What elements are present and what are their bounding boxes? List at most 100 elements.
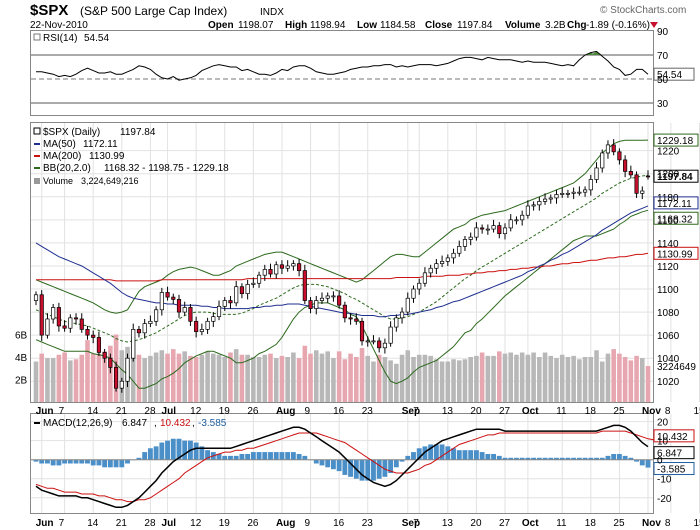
macd-legend-sep-1: ,	[154, 418, 157, 429]
macd-histogram-bar	[273, 452, 279, 460]
volume-bar	[331, 358, 336, 402]
axes: Jun Jun 7 7 14 14 21 21 28 28 Jul Jul 12 12 19 19 26 26 Au…	[15, 27, 700, 529]
macd-histogram-bar	[359, 459, 365, 481]
candle-body	[131, 329, 136, 359]
candle-body	[102, 352, 107, 359]
candle-body	[319, 297, 325, 301]
macd-histogram-bar	[382, 459, 388, 477]
open-label: Open	[208, 20, 234, 31]
rsi-panel	[30, 30, 654, 116]
volume-y-tick: 4B	[15, 353, 28, 364]
x-tick-label-top: 21	[116, 406, 128, 417]
macd-histogram-bar	[39, 459, 45, 464]
legend-swatch-rsi	[33, 33, 41, 41]
x-tick-label-bottom: 7	[413, 518, 419, 529]
bb-upper-label-box	[653, 133, 699, 147]
macd-histogram-bar	[67, 459, 73, 464]
volume-bar	[188, 355, 193, 402]
volume-bar	[296, 358, 302, 402]
macd-histogram-bar	[325, 459, 331, 468]
volume-bar	[308, 353, 313, 402]
macd-histogram-bar	[136, 457, 142, 460]
volume-bar	[439, 361, 445, 402]
candle-body	[548, 197, 553, 200]
candle-body	[577, 191, 582, 194]
macd-histogram-bar	[107, 459, 113, 468]
macd-histogram-bar	[582, 457, 588, 460]
volume-bar	[216, 354, 222, 402]
rsi-y-tick: 90	[657, 27, 669, 38]
macd-histogram-bar	[153, 446, 159, 460]
macd-histogram-bar	[645, 459, 651, 468]
candle-body	[159, 292, 164, 311]
x-tick-label-top: 23	[362, 406, 374, 417]
volume-bar	[497, 351, 502, 402]
volume-y-tick: 2B	[15, 376, 28, 387]
macd-histogram-bar	[125, 459, 130, 464]
price-y-tick: 1120	[657, 262, 679, 273]
candle-body	[359, 320, 365, 342]
x-tick-label-bottom: Nov	[642, 518, 661, 529]
volume-bar	[302, 345, 308, 402]
candle-body	[297, 263, 302, 271]
x-tick-label-bottom: 25	[613, 518, 625, 529]
volume-bar	[45, 358, 50, 402]
macd-histogram-bar	[348, 459, 354, 477]
candle-body	[365, 340, 370, 343]
macd-line	[35, 424, 649, 509]
x-tick-label-bottom: 9	[305, 518, 311, 529]
down-arrow-icon	[650, 22, 658, 28]
candle-body	[382, 342, 387, 349]
macd-histogram-bar	[628, 457, 634, 460]
macd-histogram-bar	[376, 459, 382, 479]
macd-histogram-bar	[256, 452, 262, 460]
chg-value: -1.89 (-0.16%)	[586, 20, 650, 31]
candle-body	[119, 380, 124, 389]
macd-histogram-bar	[170, 438, 176, 460]
macd-histogram-bar	[313, 459, 319, 464]
legend-swatch-volume	[34, 178, 40, 184]
candle-body	[554, 194, 559, 199]
volume-label: Volume	[505, 20, 541, 31]
macd-histogram-bar	[250, 452, 256, 460]
x-tick-label-bottom: 15	[693, 518, 700, 529]
candle-body	[491, 225, 496, 230]
candle-body	[108, 357, 113, 368]
candle-body	[394, 317, 399, 328]
macd-histogram-bar	[205, 450, 211, 460]
candle-body	[348, 317, 353, 320]
macd-histogram-bar	[279, 452, 285, 460]
volume-bar	[371, 361, 376, 402]
macd-histogram-bar	[165, 440, 170, 460]
macd-histogram-bar	[496, 455, 502, 460]
candle-body	[640, 190, 645, 194]
volume-bar	[291, 352, 296, 402]
candle-body	[645, 175, 651, 178]
legend-swatch-price	[33, 127, 41, 135]
candle-body	[68, 317, 73, 329]
macd-histogram-bar	[182, 440, 188, 460]
macd-y-tick: 0	[657, 456, 663, 467]
volume-bar	[228, 352, 233, 402]
macd-histogram-bar	[342, 459, 348, 475]
candle-body	[600, 152, 605, 169]
macd-histogram-bar	[554, 457, 559, 460]
macd-histogram-bar	[451, 448, 456, 460]
macd-histogram-bar	[216, 453, 222, 460]
chart-index-name: (S&P 500 Large Cap Index)	[80, 4, 227, 18]
volume-bar	[153, 352, 159, 402]
volume-bar	[399, 354, 405, 402]
volume-value: 3.2B	[545, 20, 566, 31]
volume-bar	[102, 351, 107, 402]
macd-histogram-bar	[399, 459, 405, 462]
x-tick-label-bottom: 20	[470, 518, 482, 529]
candle-body	[56, 307, 61, 327]
volume-bar	[285, 357, 290, 402]
bb-lower-label-box	[653, 211, 699, 225]
x-tick-label-top: 12	[190, 406, 202, 417]
legend-volume-value: 3,224,649,216	[81, 176, 139, 186]
volume-bar	[434, 359, 439, 402]
volume-bar	[422, 354, 428, 402]
close-value: 1197.84	[457, 20, 493, 31]
candle-body	[73, 317, 79, 320]
